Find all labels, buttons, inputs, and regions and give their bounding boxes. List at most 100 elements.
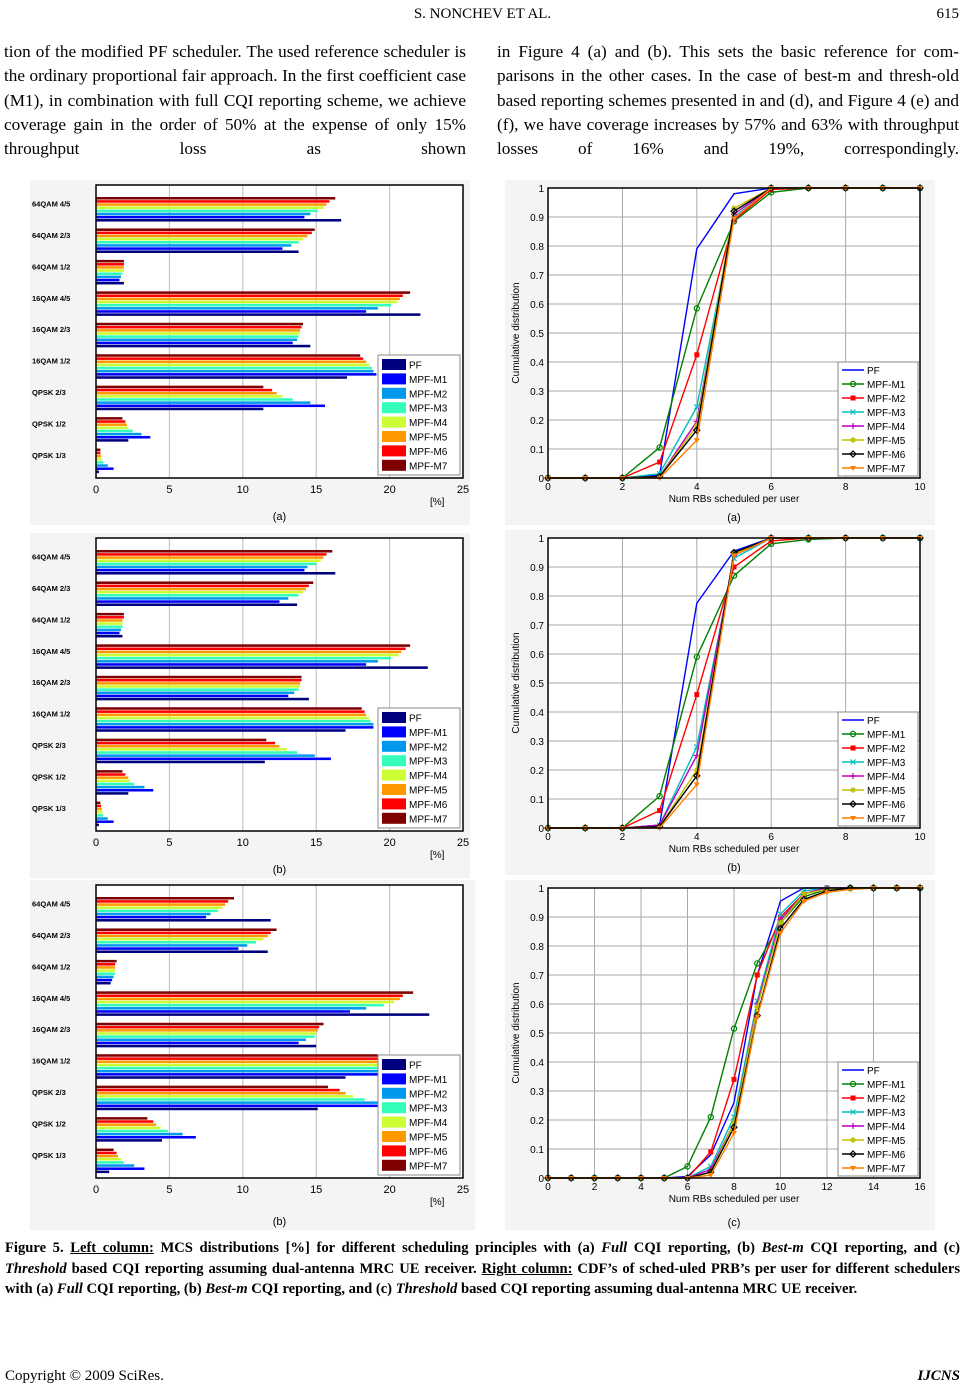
bar-mpf-m2: [96, 597, 289, 600]
bar-mpf-m4: [96, 969, 116, 972]
bar-pf: [96, 281, 124, 285]
category-label: 64QAM 1/2: [32, 615, 70, 624]
y-tick-label: 0.9: [530, 563, 544, 574]
marker-plus: [850, 773, 856, 779]
legend-swatch: [382, 740, 406, 752]
marker-triangle-down: [754, 1015, 761, 1021]
bar-mpf-m3: [96, 1161, 124, 1164]
legend-label: MPF-M2: [409, 1089, 448, 1100]
bar-mpf-m3: [96, 909, 218, 913]
caption-segment: Left column:: [70, 1240, 154, 1256]
bar-mpf-m2: [96, 244, 292, 247]
marker-diamond: [849, 800, 857, 808]
panel-label: (a): [727, 512, 740, 524]
bar-mpf-m6: [96, 1025, 320, 1029]
bar-mpf-m7: [96, 581, 314, 584]
x-tick-label: 8: [843, 482, 849, 493]
y-tick-label: 0: [538, 474, 544, 485]
legend: [837, 711, 919, 827]
bar-mpf-m5: [96, 1154, 119, 1158]
bar-mpf-m3: [96, 335, 299, 338]
legend-label: MPF-M7: [867, 464, 906, 475]
marker-circle: [754, 960, 761, 967]
bar-mpf-m2: [96, 754, 315, 757]
x-tick-label: 20: [383, 837, 395, 849]
bar-mpf-m2: [96, 369, 374, 373]
bar-mpf-m1: [96, 341, 293, 345]
bar-mpf-m4: [96, 395, 283, 398]
x-tick-label: 20: [383, 484, 395, 496]
legend-label: MPF-M2: [867, 394, 906, 405]
bar-mpf-m1: [96, 726, 374, 729]
legend-label: MPF-M2: [867, 744, 906, 755]
bar-mpf-m2: [96, 1132, 183, 1136]
bar-mpf-m4: [96, 559, 321, 562]
bar-pf: [96, 823, 99, 827]
bar-mpf-m3: [96, 461, 104, 464]
y-tick-label: 1: [538, 184, 544, 195]
bar-mpf-m3: [96, 594, 299, 597]
legend-label: MPF-M6: [409, 1147, 448, 1158]
panel-label: (b): [727, 862, 740, 874]
marker-circle: [707, 1113, 714, 1121]
y-tick-label: 0.9: [530, 913, 544, 924]
bar-mpf-m5: [96, 203, 327, 206]
legend-label: PF: [409, 361, 422, 372]
category-label: 64QAM 4/5: [32, 552, 70, 561]
bar-pf: [96, 376, 348, 379]
caption-segment: Threshold: [5, 1260, 67, 1277]
marker-x: [850, 409, 856, 415]
legend-swatch: [382, 459, 406, 471]
marker-triangle-down: [693, 782, 700, 788]
marker-star: [693, 422, 700, 429]
bar-mpf-m3: [96, 429, 133, 433]
marker-triangle-down: [693, 438, 700, 444]
bar-mpf-m6: [96, 325, 302, 329]
legend-swatch: [382, 359, 406, 370]
bar-mpf-m4: [96, 685, 301, 688]
bar-mpf-m1: [96, 757, 331, 761]
bar-mpf-m3: [96, 751, 298, 754]
copyright: Copyright © 2009 SciRes.: [5, 1368, 164, 1384]
bar-mpf-m4: [96, 1032, 317, 1035]
legend-swatch: [382, 416, 406, 428]
bar-mpf-m2: [96, 1038, 306, 1042]
legend-label: MPF-M2: [409, 389, 448, 400]
bar-mpf-m4: [96, 1095, 353, 1098]
bar-pf: [96, 407, 264, 411]
category-label: 16QAM 4/5: [32, 294, 70, 303]
y-tick-label: 0.7: [530, 271, 544, 282]
legend-swatch: [382, 373, 406, 385]
bar-pf: [96, 219, 342, 222]
bar-mpf-m1: [96, 978, 113, 982]
bar-mpf-m2: [96, 722, 374, 726]
bar-mpf-m6: [96, 420, 126, 423]
x-tick-label: 2: [592, 1182, 598, 1193]
marker-triangle-down: [707, 1173, 714, 1179]
bar-mpf-m2: [96, 817, 108, 820]
bar-mpf-m5: [96, 360, 367, 364]
bar-mpf-m6: [96, 553, 327, 556]
x-tick-label: 8: [731, 1182, 737, 1193]
bar-mpf-m4: [96, 1063, 384, 1067]
category-label: QPSK 1/3: [32, 804, 66, 813]
panel-label: (c): [728, 1217, 741, 1229]
marker-x: [777, 911, 784, 918]
marker-diamond: [849, 450, 857, 458]
bar-mpf-m4: [96, 206, 324, 209]
caption-segment: based CQI reporting assuming dual-antenn…: [457, 1281, 858, 1297]
legend-label: MPF-M1: [867, 730, 906, 741]
bar-mpf-m6: [96, 931, 271, 935]
bar-mpf-m5: [96, 903, 226, 906]
bar-mpf-m7: [96, 228, 315, 231]
bar-mpf-m4: [96, 332, 301, 335]
category-label: QPSK 2/3: [32, 741, 66, 750]
bar-mpf-m2: [96, 401, 311, 404]
bar-mpf-m3: [96, 272, 123, 276]
bar-mpf-m2: [96, 1007, 367, 1010]
bar-mpf-m6: [96, 357, 364, 360]
category-label: QPSK 2/3: [32, 388, 66, 397]
caption-segment: CQI reporting, (b): [82, 1281, 206, 1297]
caption-segment: Full: [601, 1240, 628, 1256]
y-tick-label: 0: [538, 1174, 544, 1185]
